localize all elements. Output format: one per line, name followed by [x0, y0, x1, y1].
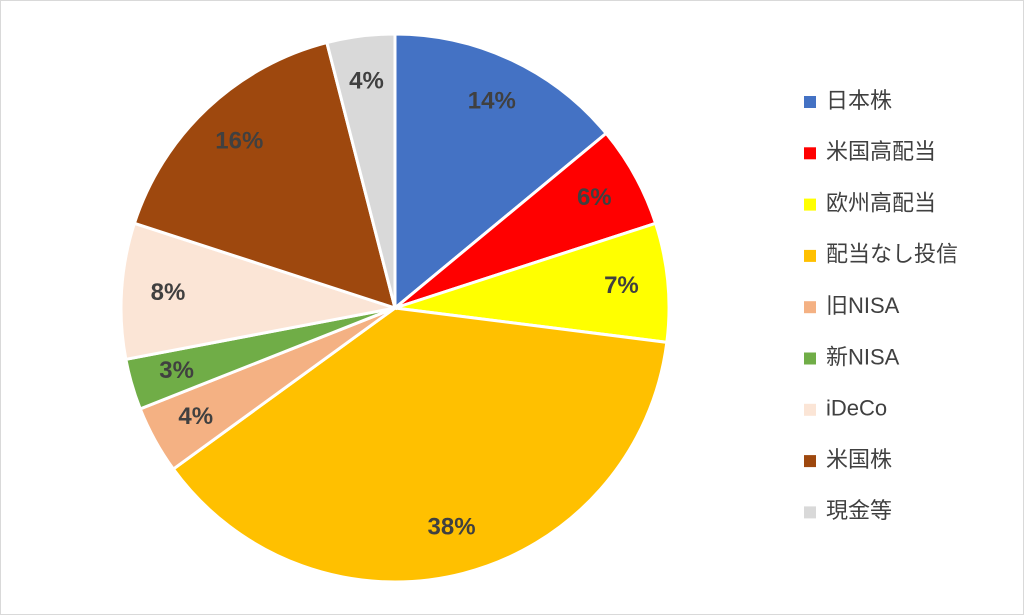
legend-label: 旧NISA	[826, 293, 900, 318]
data-label: 16%	[215, 128, 263, 155]
data-label: 6%	[577, 184, 612, 211]
data-label: 3%	[159, 357, 194, 384]
pie-slice	[394, 221, 671, 345]
data-label: 38%	[428, 514, 476, 541]
legend-swatch	[804, 249, 816, 262]
legend-label: 日本株	[826, 88, 892, 113]
legend-swatch	[804, 198, 816, 211]
pie-slice	[171, 306, 669, 584]
pie-slice	[393, 32, 609, 312]
data-label: 7%	[604, 272, 639, 299]
data-label: 4%	[178, 403, 213, 430]
data-label: 14%	[468, 88, 516, 115]
legend-label: 現金等	[826, 498, 892, 523]
legend-swatch	[804, 96, 816, 108]
data-label: 8%	[151, 279, 186, 306]
legend-label: 新NISA	[826, 344, 900, 369]
legend-swatch	[804, 301, 816, 314]
legend-swatch	[804, 506, 816, 519]
data-label: 4%	[349, 68, 384, 95]
legend-label: 欧州高配当	[826, 190, 936, 215]
legend-swatch	[804, 455, 816, 468]
legend-swatch	[804, 147, 816, 160]
legend-label: 米国株	[826, 447, 892, 472]
pie-slice	[132, 40, 398, 311]
pie-slice	[119, 221, 396, 362]
legend-label: iDeCo	[826, 396, 887, 421]
legend-label: 配当なし投信	[826, 242, 958, 267]
legend-swatch	[804, 403, 816, 416]
pie-slice	[325, 32, 397, 309]
legend-swatch	[804, 352, 816, 365]
legend-label: 米国高配当	[826, 139, 936, 164]
